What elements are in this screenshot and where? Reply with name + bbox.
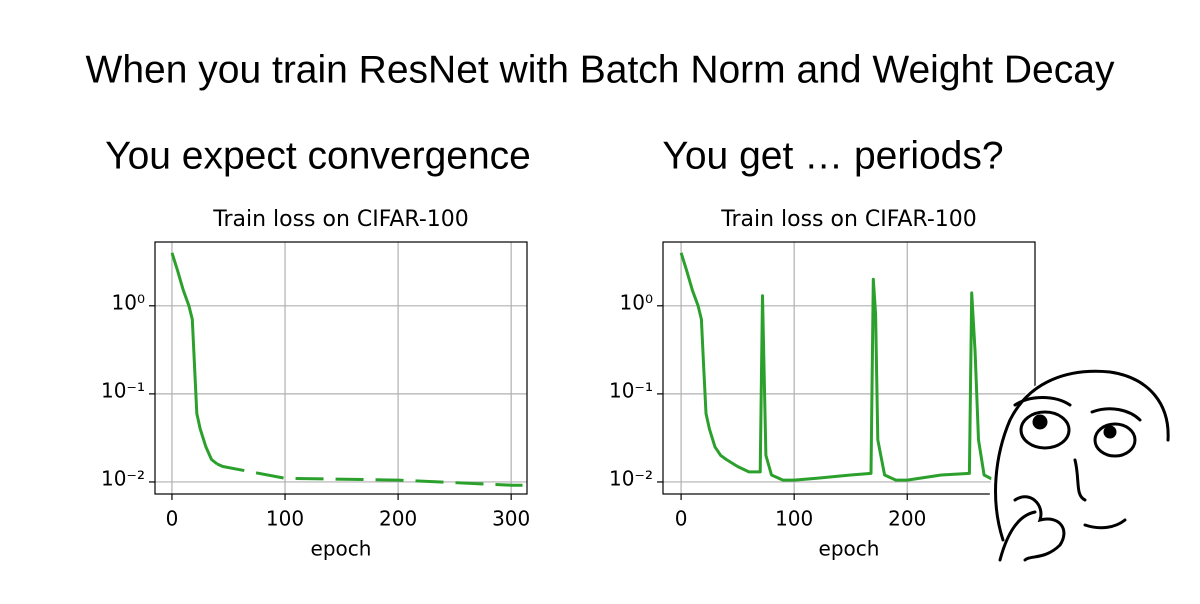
y-tick-label: 10⁻² [609,466,653,490]
x-tick-label: 100 [775,507,813,531]
plot-frame [154,241,528,495]
page-title: When you train ResNet with Batch Norm an… [86,48,1115,91]
right-caption: You get … periods? [662,134,1003,177]
loss-line [216,462,523,487]
y-tick-label: 10⁻¹ [101,378,145,402]
x-tick-label: 100 [266,507,304,531]
x-tick-label: 200 [888,507,926,531]
x-tick-label: 300 [492,507,530,531]
left-caption: You expect convergence [105,134,531,177]
y-tick-label: 10⁻¹ [609,378,653,402]
x-axis-label: epoch [819,537,880,561]
plot-frame [662,241,1036,495]
x-tick-label: 0 [166,507,179,531]
loss-line [170,252,219,466]
x-tick-label: 0 [675,507,688,531]
y-tick-label: 10⁻² [101,466,145,490]
plots: Train loss on CIFAR-100 epoch 0 100 200 300 10… [101,207,1036,561]
y-tick-label: 10⁰ [112,290,145,314]
x-axis-label: epoch [311,537,372,561]
x-tick-label: 200 [379,507,417,531]
chart-title: Train loss on CIFAR-100 [720,207,977,232]
chart-title: Train loss on CIFAR-100 [212,207,469,232]
loss-line [679,252,1021,484]
y-tick-label: 10⁰ [620,290,653,314]
thinking-face [989,368,1174,562]
